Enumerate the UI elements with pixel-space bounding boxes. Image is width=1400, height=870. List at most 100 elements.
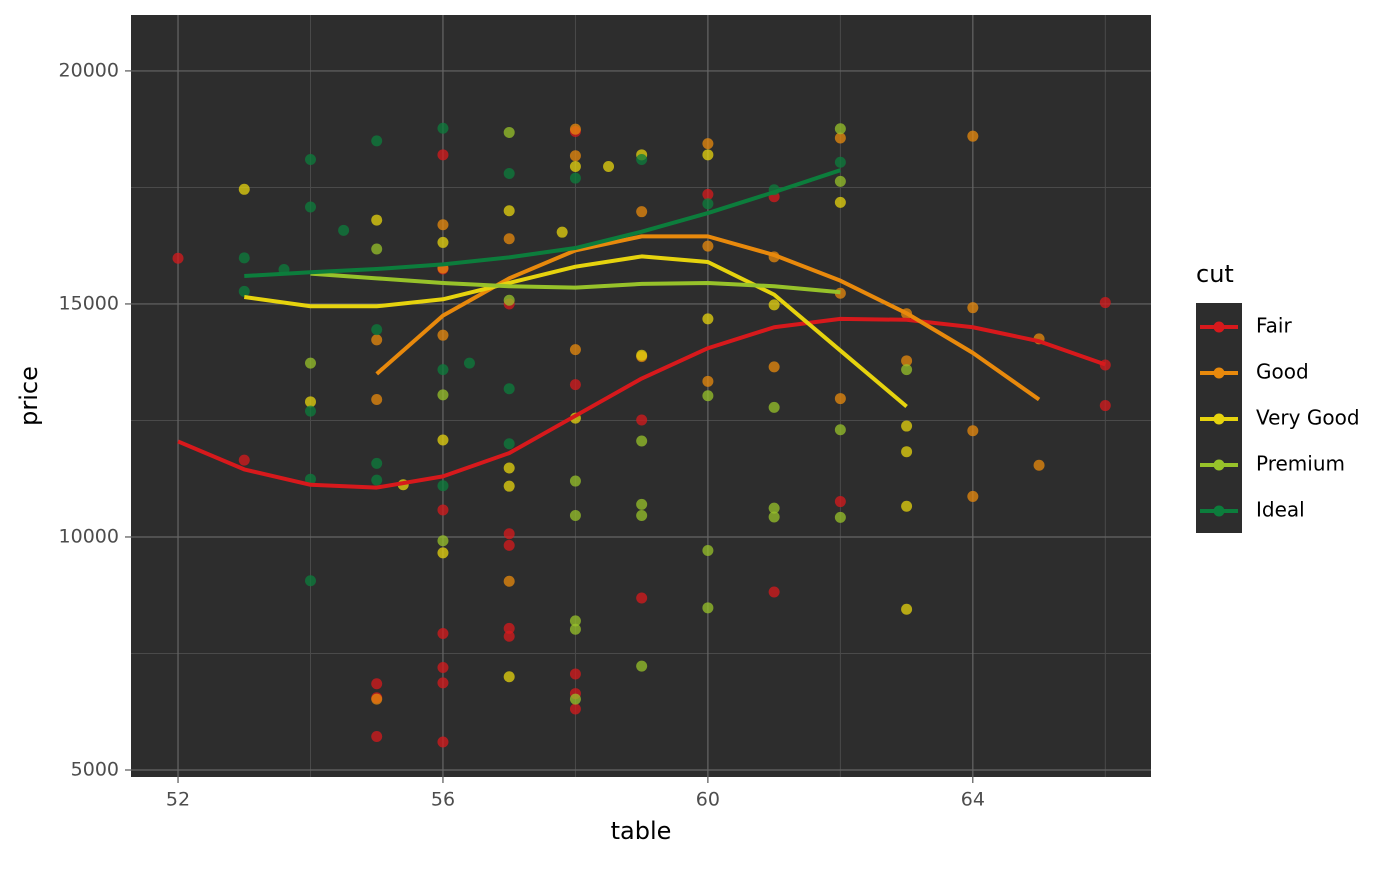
point bbox=[437, 219, 449, 231]
point bbox=[702, 188, 714, 200]
smooth-line bbox=[375, 234, 1041, 402]
point bbox=[702, 138, 714, 150]
point bbox=[503, 622, 515, 634]
point bbox=[437, 627, 449, 639]
point bbox=[1099, 297, 1111, 309]
point bbox=[503, 383, 515, 395]
point bbox=[901, 446, 913, 458]
point bbox=[371, 243, 383, 255]
point bbox=[834, 393, 846, 405]
point bbox=[768, 361, 780, 373]
point bbox=[603, 160, 615, 172]
plot-panel bbox=[131, 15, 1151, 777]
point bbox=[437, 535, 449, 547]
point bbox=[834, 424, 846, 436]
point bbox=[901, 603, 913, 615]
point bbox=[569, 160, 581, 172]
point bbox=[437, 122, 449, 134]
y-tick-label: 20000 bbox=[59, 59, 119, 81]
smooth-line bbox=[310, 271, 841, 295]
point bbox=[371, 135, 383, 147]
smooth-line bbox=[244, 168, 841, 278]
legend-key-point bbox=[1213, 459, 1225, 471]
point bbox=[503, 205, 515, 217]
point bbox=[768, 401, 780, 413]
point bbox=[371, 693, 383, 705]
point bbox=[503, 528, 515, 540]
point bbox=[437, 149, 449, 161]
point bbox=[768, 502, 780, 514]
point bbox=[569, 693, 581, 705]
point bbox=[702, 544, 714, 556]
point bbox=[463, 357, 475, 369]
point bbox=[556, 226, 568, 238]
point bbox=[437, 364, 449, 376]
point bbox=[901, 355, 913, 367]
point bbox=[702, 390, 714, 402]
legend-label: Very Good bbox=[1256, 406, 1360, 430]
y-axis-label: price bbox=[15, 366, 43, 426]
point bbox=[437, 661, 449, 673]
legend-label: Ideal bbox=[1256, 498, 1305, 522]
point bbox=[503, 671, 515, 683]
point bbox=[569, 510, 581, 522]
point bbox=[503, 462, 515, 474]
point bbox=[834, 123, 846, 135]
point bbox=[636, 206, 648, 218]
point bbox=[569, 668, 581, 680]
y-tick-label: 15000 bbox=[59, 292, 119, 314]
point bbox=[901, 420, 913, 432]
point bbox=[569, 150, 581, 162]
point bbox=[834, 496, 846, 508]
point bbox=[636, 498, 648, 510]
point bbox=[967, 490, 979, 502]
point bbox=[503, 294, 515, 306]
point bbox=[503, 630, 515, 642]
point bbox=[834, 132, 846, 144]
point bbox=[304, 153, 316, 165]
legend-label: Good bbox=[1256, 360, 1309, 384]
legend-key-point bbox=[1213, 321, 1225, 333]
legend-title: cut bbox=[1196, 260, 1234, 288]
point bbox=[834, 175, 846, 187]
point bbox=[768, 511, 780, 523]
point bbox=[371, 214, 383, 226]
point bbox=[636, 510, 648, 522]
point bbox=[304, 201, 316, 213]
x-axis-label: table bbox=[611, 817, 672, 845]
point bbox=[569, 344, 581, 356]
point bbox=[503, 480, 515, 492]
point bbox=[503, 233, 515, 245]
point bbox=[702, 149, 714, 161]
point bbox=[569, 475, 581, 487]
point bbox=[304, 396, 316, 408]
point bbox=[304, 473, 316, 485]
point bbox=[437, 504, 449, 516]
point bbox=[437, 389, 449, 401]
legend-key-point bbox=[1213, 505, 1225, 517]
point bbox=[636, 592, 648, 604]
point bbox=[636, 349, 648, 361]
point bbox=[702, 375, 714, 387]
point bbox=[569, 703, 581, 715]
point bbox=[636, 435, 648, 447]
point bbox=[834, 196, 846, 208]
point bbox=[967, 425, 979, 437]
point bbox=[503, 575, 515, 587]
point bbox=[437, 434, 449, 446]
legend-key-point bbox=[1213, 367, 1225, 379]
point bbox=[371, 678, 383, 690]
point bbox=[371, 474, 383, 486]
point bbox=[304, 405, 316, 417]
point bbox=[437, 547, 449, 559]
point bbox=[702, 198, 714, 210]
x-tick-label: 52 bbox=[166, 789, 190, 811]
point bbox=[569, 379, 581, 391]
point bbox=[437, 736, 449, 748]
point bbox=[503, 438, 515, 450]
point bbox=[304, 575, 316, 587]
point bbox=[569, 615, 581, 627]
point bbox=[503, 167, 515, 179]
point bbox=[371, 730, 383, 742]
